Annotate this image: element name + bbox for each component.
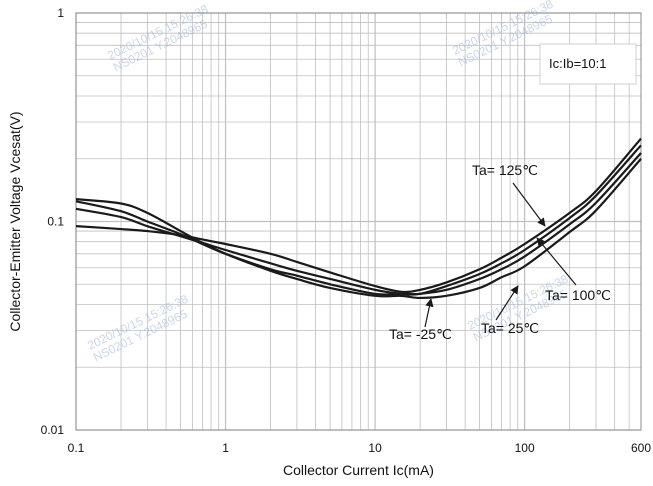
series-line-1	[75, 144, 642, 296]
y-tick-label: 0.1	[47, 215, 64, 229]
x-tick-label: 600	[631, 441, 651, 455]
series-line-2	[75, 152, 642, 296]
series-label-1: Ta= 100℃	[545, 287, 611, 303]
x-tick-label: 10	[368, 441, 382, 455]
plot-frame	[75, 12, 642, 431]
y-tick-label: 0.01	[41, 423, 65, 437]
series-line-3	[75, 158, 642, 300]
y-axis-label: Collector-Emitter Voltage Vcesat(V)	[7, 111, 23, 331]
x-tick-label: 100	[515, 441, 535, 455]
annotation-box: Ic:Ib=10:1	[539, 43, 637, 85]
series-layer	[75, 137, 642, 300]
series-label-layer: Ta= 125℃ Ta= 100℃ Ta= 25℃ Ta= -25℃	[389, 162, 611, 342]
series-line-0	[75, 137, 642, 294]
series-label-3: Ta= -25℃	[389, 326, 452, 342]
series-label-arrow-2	[495, 285, 519, 321]
series-label-arrow-3	[424, 298, 434, 328]
annotation-box-text: Ic:Ib=10:1	[549, 56, 606, 71]
y-tick-label: 1	[57, 6, 64, 20]
x-axis-label: Collector Current Ic(mA)	[283, 462, 434, 478]
series-label-arrow-0	[512, 182, 546, 227]
series-label-0: Ta= 125℃	[472, 162, 538, 178]
annotation-box-frame	[539, 43, 637, 85]
x-tick-label: 1	[222, 441, 229, 455]
series-label-arrow-1	[536, 237, 577, 286]
series-label-2: Ta= 25℃	[481, 320, 539, 336]
x-tick-label: 0.1	[68, 441, 85, 455]
